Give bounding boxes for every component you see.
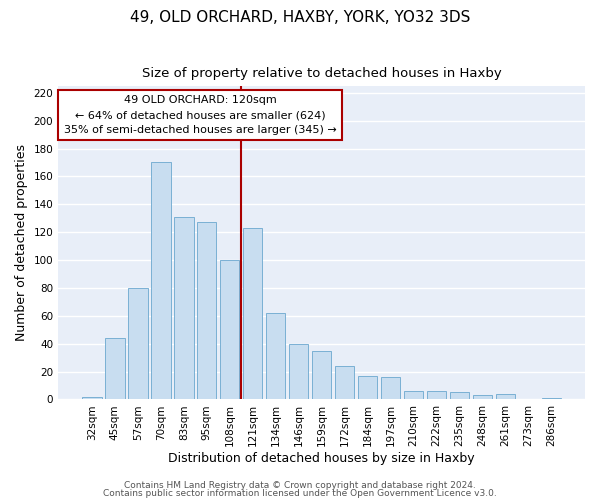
Bar (496, 394, 515, 400)
Bar (151, 162, 170, 400)
Text: 49 OLD ORCHARD: 120sqm
← 64% of detached houses are smaller (624)
35% of semi-de: 49 OLD ORCHARD: 120sqm ← 64% of detached… (64, 95, 337, 135)
Bar (542, 398, 561, 400)
Title: Size of property relative to detached houses in Haxby: Size of property relative to detached ho… (142, 68, 502, 80)
Bar (473, 396, 492, 400)
Bar (128, 288, 148, 400)
Bar (404, 391, 423, 400)
Bar (289, 344, 308, 400)
Bar (174, 217, 194, 400)
Bar (312, 350, 331, 400)
Bar (105, 338, 125, 400)
Bar (449, 392, 469, 400)
X-axis label: Distribution of detached houses by size in Haxby: Distribution of detached houses by size … (168, 452, 475, 465)
Bar (358, 376, 377, 400)
Text: 49, OLD ORCHARD, HAXBY, YORK, YO32 3DS: 49, OLD ORCHARD, HAXBY, YORK, YO32 3DS (130, 10, 470, 25)
Bar (220, 260, 239, 400)
Bar (82, 396, 101, 400)
Bar (266, 313, 286, 400)
Y-axis label: Number of detached properties: Number of detached properties (15, 144, 28, 341)
Bar (427, 391, 446, 400)
Bar (335, 366, 355, 400)
Text: Contains HM Land Registry data © Crown copyright and database right 2024.: Contains HM Land Registry data © Crown c… (124, 481, 476, 490)
Text: Contains public sector information licensed under the Open Government Licence v3: Contains public sector information licen… (103, 488, 497, 498)
Bar (381, 377, 400, 400)
Bar (197, 222, 217, 400)
Bar (243, 228, 262, 400)
